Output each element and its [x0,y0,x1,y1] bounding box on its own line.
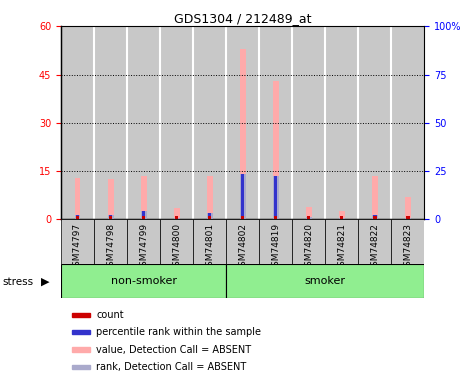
Bar [307,216,310,219]
Bar [142,211,145,219]
Bar [160,219,193,264]
Bar [226,26,259,219]
Text: GSM74821: GSM74821 [337,223,346,272]
Text: percentile rank within the sample: percentile rank within the sample [97,327,261,337]
Bar [175,216,178,219]
Bar [340,216,343,219]
Bar [142,216,145,219]
Text: stress: stress [2,277,33,287]
Bar [392,219,424,264]
Bar [61,219,94,264]
Text: GSM74802: GSM74802 [238,223,247,272]
Text: GSM74819: GSM74819 [271,223,280,272]
Bar [75,177,81,219]
Bar [109,214,112,219]
Bar [358,219,392,264]
Text: smoker: smoker [305,276,346,286]
Bar [72,364,90,369]
Bar [340,218,343,219]
Bar [72,313,90,317]
Text: GSM74823: GSM74823 [403,223,412,272]
Bar [127,219,160,264]
Bar [406,218,409,219]
Bar [207,213,212,219]
Bar [109,216,112,219]
Text: GSM74797: GSM74797 [73,223,82,272]
Bar [72,347,90,352]
Bar [76,216,79,219]
Bar [76,214,79,219]
Bar [193,26,226,219]
Bar [372,176,378,219]
Bar [373,216,377,219]
Bar [392,26,424,219]
Bar [174,208,180,219]
Text: count: count [97,310,124,320]
Text: GSM74798: GSM74798 [106,223,115,272]
Bar [107,179,113,219]
Bar [141,176,146,219]
Bar [325,26,358,219]
Text: ▶: ▶ [41,277,50,287]
Text: GSM74801: GSM74801 [205,223,214,272]
Bar [240,174,246,219]
Text: value, Detection Call = ABSENT: value, Detection Call = ABSENT [97,345,251,354]
Bar [325,219,358,264]
Bar [61,26,94,219]
Bar [208,213,212,219]
Text: GSM74822: GSM74822 [371,223,379,272]
Title: GDS1304 / 212489_at: GDS1304 / 212489_at [174,12,311,25]
Bar [193,219,226,264]
Bar [127,26,160,219]
Bar [372,214,378,219]
Bar [207,176,212,219]
Bar [274,216,277,219]
Text: non-smoker: non-smoker [111,276,176,286]
Bar [240,49,246,219]
Bar [241,216,244,219]
Bar [226,264,424,298]
Bar [273,81,279,219]
Bar [259,219,292,264]
Text: GSM74800: GSM74800 [172,223,181,272]
Bar [208,216,212,219]
Text: GSM74820: GSM74820 [304,223,313,272]
Bar [241,174,244,219]
Bar [306,217,312,219]
Bar [174,218,180,219]
Bar [141,211,146,219]
Bar [358,26,392,219]
Text: rank, Detection Call = ABSENT: rank, Detection Call = ABSENT [97,362,247,372]
Bar [306,207,312,219]
Bar [406,216,409,219]
Bar [226,219,259,264]
Bar [94,219,127,264]
Bar [274,176,277,219]
Bar [94,26,127,219]
Text: GSM74799: GSM74799 [139,223,148,272]
Bar [339,218,345,219]
Bar [273,176,279,219]
Bar [292,219,325,264]
Bar [61,264,226,298]
Bar [405,218,411,219]
Bar [107,214,113,219]
Bar [75,214,81,219]
Bar [339,211,345,219]
Bar [175,218,178,219]
Bar [72,330,90,334]
Bar [373,214,377,219]
Bar [292,26,325,219]
Bar [307,217,310,219]
Bar [405,197,411,219]
Bar [160,26,193,219]
Bar [259,26,292,219]
